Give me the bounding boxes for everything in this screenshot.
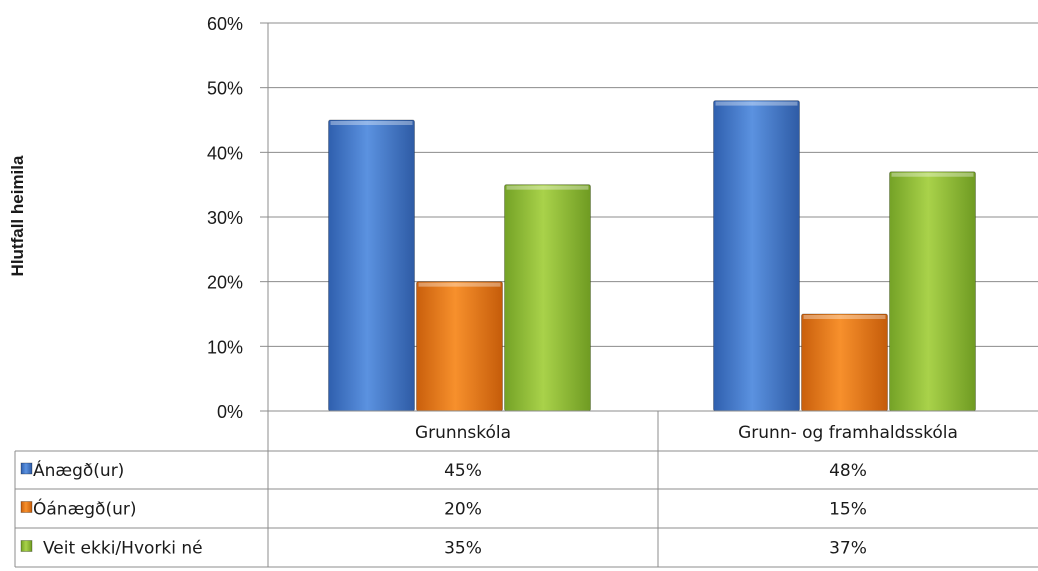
bar-1-0 bbox=[416, 281, 503, 412]
y-axis-title: Hlutfall heimila bbox=[8, 155, 27, 276]
bar-highlight bbox=[891, 172, 974, 177]
table-cell-value: 20% bbox=[444, 500, 482, 520]
bar-0-1 bbox=[713, 100, 800, 412]
table-cell-value: 35% bbox=[444, 539, 482, 559]
bar-2-0 bbox=[504, 184, 591, 412]
y-tick-label: 0% bbox=[217, 402, 243, 422]
legend-key bbox=[20, 462, 33, 475]
bars bbox=[328, 100, 976, 412]
y-tick-labels: 0% 10% 20% 30% 40% 50% 60% bbox=[207, 14, 243, 422]
bar-highlight bbox=[506, 185, 589, 190]
y-tick-label: 40% bbox=[207, 143, 243, 163]
bar-1-1 bbox=[801, 313, 888, 412]
y-tick-label: 10% bbox=[207, 337, 243, 357]
legend-series-name: Ánægð(ur) bbox=[33, 459, 124, 481]
table-cell-value: 37% bbox=[829, 539, 867, 559]
y-tick-label: 30% bbox=[207, 208, 243, 228]
bar-highlight bbox=[803, 315, 886, 319]
data-table: Grunnskóla Grunn- og framhaldsskóla Ánægð(… bbox=[14, 410, 1038, 568]
bar-2-1 bbox=[889, 171, 976, 412]
table-cell-value: 48% bbox=[829, 461, 867, 481]
x-category-label: Grunn- og framhaldsskóla bbox=[738, 423, 958, 443]
legend-key bbox=[20, 540, 33, 552]
bar-highlight bbox=[418, 282, 501, 287]
legend-series-name: Óánægð(ur) bbox=[33, 498, 137, 520]
y-tick-label: 50% bbox=[207, 79, 243, 99]
legend-series-name: Veit ekki/Hvorki né bbox=[43, 539, 203, 559]
table-cell-value: 15% bbox=[829, 500, 867, 520]
table-cell-value: 45% bbox=[444, 461, 482, 481]
bar-highlight bbox=[715, 101, 798, 106]
legend-key bbox=[20, 501, 33, 513]
x-category-label: Grunnskóla bbox=[415, 423, 511, 443]
y-tick-label: 60% bbox=[207, 14, 243, 34]
y-tick-label: 20% bbox=[207, 273, 243, 293]
bar-highlight bbox=[330, 121, 413, 125]
bar-0-0 bbox=[328, 119, 415, 412]
